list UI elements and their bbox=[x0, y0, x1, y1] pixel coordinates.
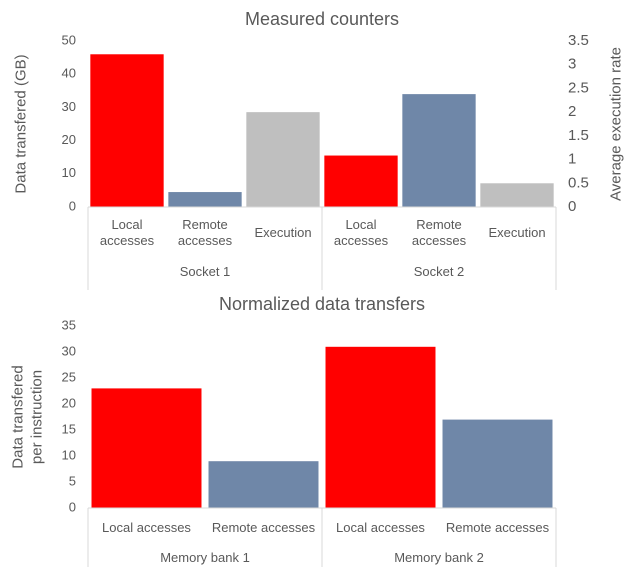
sub-category-label: Remote accesses bbox=[177, 216, 233, 248]
y2-tick-label: 1.5 bbox=[568, 127, 589, 144]
y2-tick-label: 0 bbox=[568, 198, 576, 215]
y-tick-label: 20 bbox=[62, 132, 76, 147]
bar bbox=[91, 388, 202, 508]
category-label: Socket 2 bbox=[413, 263, 465, 279]
y-tick-label: 35 bbox=[62, 317, 76, 332]
y2-tick-label: 2 bbox=[568, 103, 576, 120]
bar bbox=[246, 112, 320, 207]
chart-title: Normalized data transfers bbox=[219, 294, 425, 314]
y2-tick-label: 3 bbox=[568, 56, 576, 73]
sub-category-label: Local accesses bbox=[336, 519, 425, 535]
bar bbox=[90, 54, 164, 207]
sub-category-label: Local accesses bbox=[333, 216, 389, 248]
bar bbox=[480, 183, 554, 207]
y-tick-label: 5 bbox=[69, 473, 76, 488]
y-tick-label: 0 bbox=[69, 198, 76, 213]
bar bbox=[208, 461, 319, 508]
sub-category-label: Local accesses bbox=[99, 216, 155, 248]
bar bbox=[442, 419, 553, 508]
y-tick-label: 30 bbox=[62, 99, 76, 114]
y2-tick-label: 0.5 bbox=[568, 174, 589, 191]
y-axis-title: Data transfered (GB) bbox=[12, 54, 30, 194]
y2-tick-label: 3.5 bbox=[568, 32, 589, 49]
y-tick-label: 20 bbox=[62, 395, 76, 410]
sub-category-label: Remote accesses bbox=[445, 519, 550, 535]
sub-category-label: Remote accesses bbox=[411, 216, 467, 248]
sub-category-label: Remote accesses bbox=[211, 519, 316, 535]
category-label: Memory bank 2 bbox=[394, 549, 484, 565]
category-label: Socket 1 bbox=[179, 263, 231, 279]
sub-category-label: Execution bbox=[254, 224, 312, 240]
y2-axis-title: Average execution rate bbox=[607, 47, 625, 201]
bar bbox=[168, 192, 242, 207]
bar bbox=[402, 94, 476, 207]
chart-title: Measured counters bbox=[245, 9, 399, 29]
y-tick-label: 50 bbox=[62, 32, 76, 47]
y-tick-label: 25 bbox=[62, 369, 76, 384]
y-tick-label: 15 bbox=[62, 421, 76, 436]
bar bbox=[325, 346, 436, 508]
sub-category-label: Execution bbox=[488, 224, 546, 240]
y2-tick-label: 1 bbox=[568, 151, 576, 168]
y-tick-label: 30 bbox=[62, 343, 76, 358]
y-tick-label: 0 bbox=[69, 499, 76, 514]
category-label: Memory bank 1 bbox=[160, 549, 250, 565]
sub-category-label: Local accesses bbox=[102, 519, 191, 535]
y-tick-label: 10 bbox=[62, 447, 76, 462]
y-axis-title: Data transfered per instruction bbox=[9, 365, 45, 469]
y-tick-label: 10 bbox=[62, 165, 76, 180]
y-tick-label: 40 bbox=[62, 66, 76, 81]
bar bbox=[324, 155, 398, 207]
y2-tick-label: 2.5 bbox=[568, 79, 589, 96]
